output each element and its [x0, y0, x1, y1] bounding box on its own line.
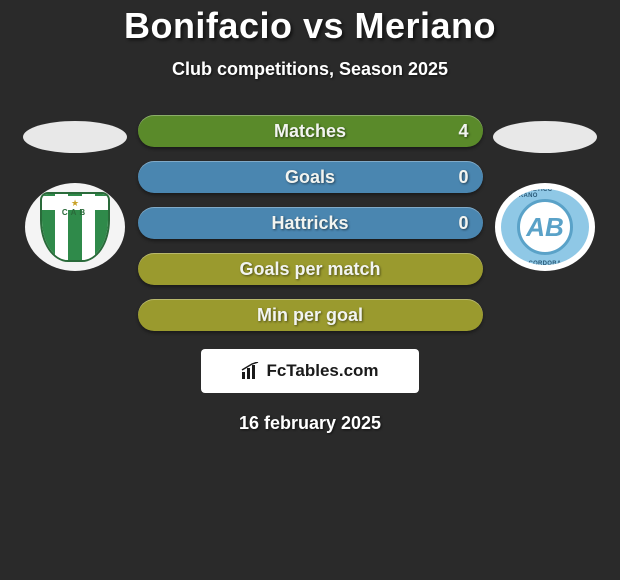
player-photo-placeholder-left: [23, 121, 127, 153]
stats-column: Matches 4 Goals 0 Hattricks 0 Goals per …: [138, 115, 483, 331]
star-icon: ★: [71, 198, 79, 209]
stat-label: Hattricks: [271, 213, 348, 234]
team-right-monogram: AB: [517, 199, 573, 255]
stat-row-goals: Goals 0: [138, 161, 483, 193]
stat-label: Goals per match: [239, 259, 380, 280]
stat-label: Matches: [274, 121, 346, 142]
stat-row-matches: Matches 4: [138, 115, 483, 147]
watermark: FcTables.com: [201, 349, 419, 393]
watermark-text: FcTables.com: [266, 361, 378, 381]
badge-ring-text-bottom: CORDOBA: [528, 261, 561, 267]
team-left-badge: ★ CAB: [25, 183, 125, 271]
stat-row-hattricks: Hattricks 0: [138, 207, 483, 239]
stat-label: Min per goal: [257, 305, 363, 326]
team-right-column: CLUB ATLETICO BELGRANO AB CORDOBA: [493, 115, 598, 271]
player-photo-placeholder-right: [493, 121, 597, 153]
shield-icon: ★ CAB: [40, 192, 110, 262]
bar-chart-icon: [241, 362, 261, 380]
stat-value: 0: [458, 167, 468, 188]
stat-row-min-per-goal: Min per goal: [138, 299, 483, 331]
stat-label: Goals: [285, 167, 335, 188]
stat-row-goals-per-match: Goals per match: [138, 253, 483, 285]
footer-date: 16 february 2025: [0, 413, 620, 434]
team-left-column: ★ CAB: [23, 115, 128, 271]
stat-value: 0: [458, 213, 468, 234]
page-subtitle: Club competitions, Season 2025: [0, 59, 620, 80]
comparison-card: Bonifacio vs Meriano Club competitions, …: [0, 0, 620, 434]
badge-ring-text-top: CLUB ATLETICO BELGRANO: [501, 187, 589, 199]
team-left-monogram: CAB: [42, 208, 108, 217]
content-row: ★ CAB Matches 4 Goals 0 Hattricks 0 Goal…: [0, 115, 620, 331]
stat-value: 4: [458, 121, 468, 142]
page-title: Bonifacio vs Meriano: [0, 5, 620, 47]
team-right-badge: CLUB ATLETICO BELGRANO AB CORDOBA: [495, 183, 595, 271]
